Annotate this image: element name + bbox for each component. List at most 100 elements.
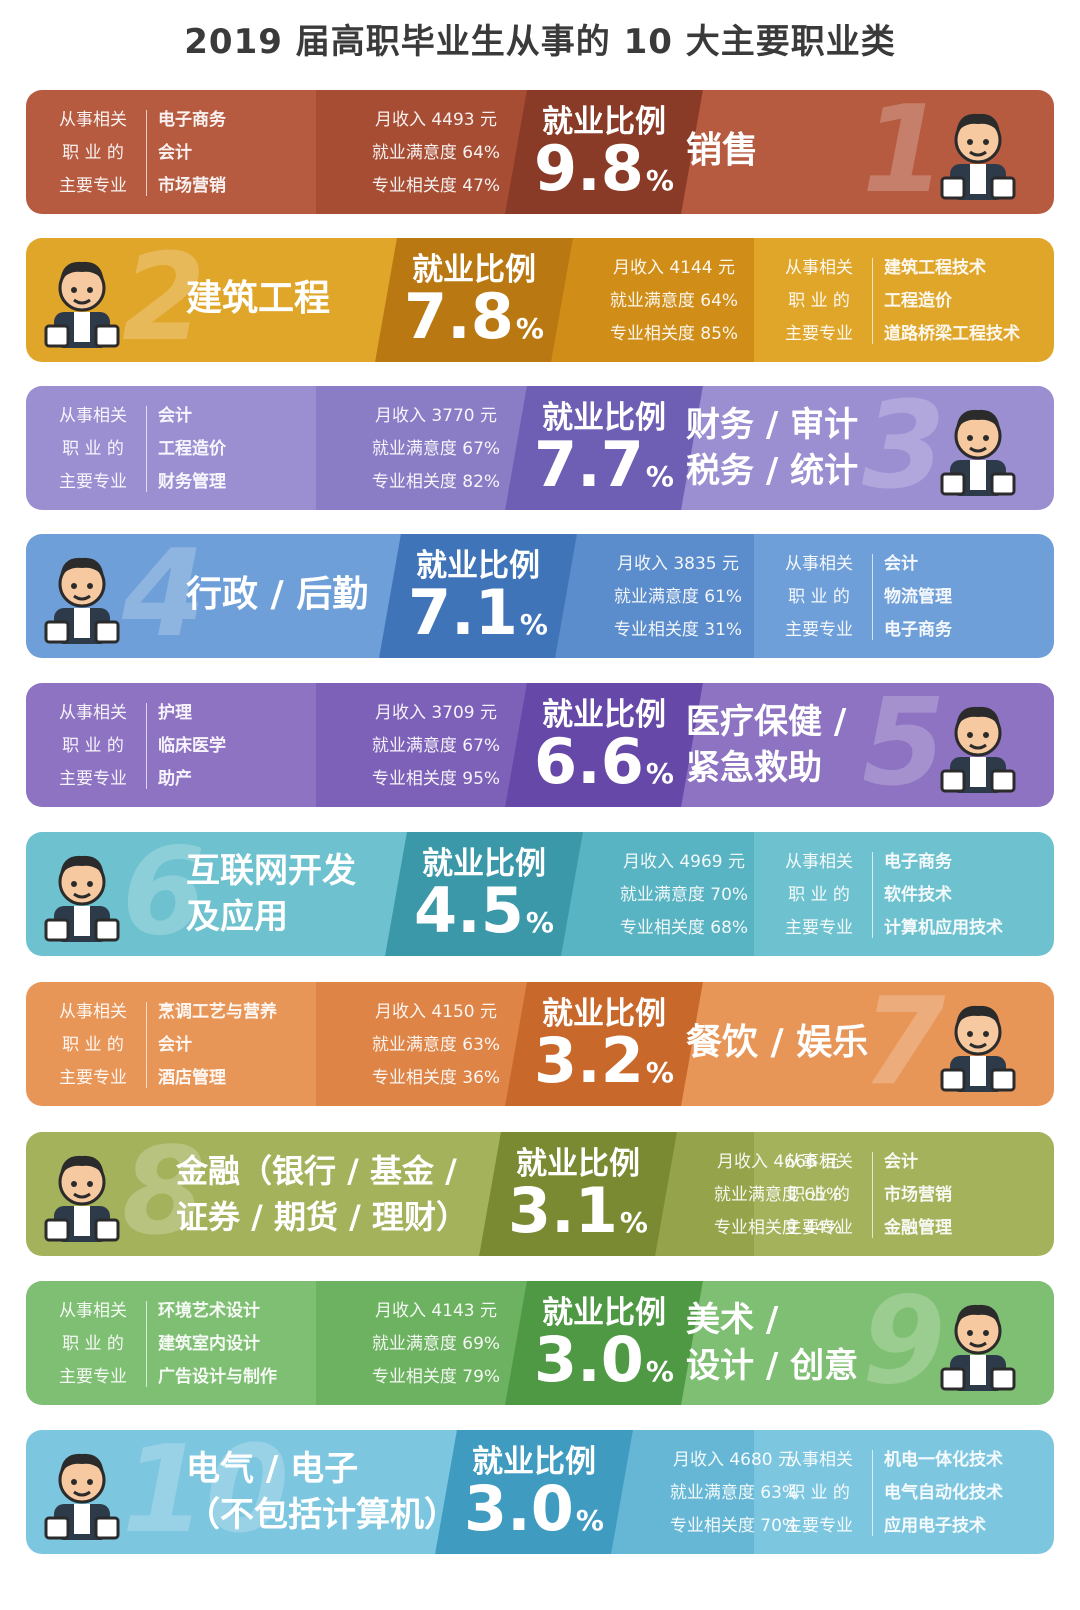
majors-divider bbox=[872, 258, 873, 344]
occupation-name-line: 财务 / 审计 bbox=[686, 405, 859, 445]
majors-caption: 从事相关职 业 的主要专业 bbox=[774, 252, 864, 351]
majors-caption-line: 主要专业 bbox=[785, 918, 853, 938]
major-item: 环境艺术设计 bbox=[158, 1301, 260, 1321]
ratio-percent-sign: % bbox=[519, 608, 548, 641]
majors-caption: 从事相关职 业 的主要专业 bbox=[48, 996, 138, 1095]
majors-caption: 从事相关职 业 的主要专业 bbox=[48, 104, 138, 203]
majors-list: 会计 工程造价 财务管理 bbox=[158, 400, 226, 499]
ratio-percent-sign: % bbox=[645, 164, 674, 197]
ratio-label: 就业比例 bbox=[416, 548, 540, 584]
majors-caption-line: 职 业 的 bbox=[62, 1334, 124, 1354]
ratio-label: 就业比例 bbox=[412, 252, 536, 288]
job-satisfaction: 就业满意度 67% bbox=[371, 736, 501, 756]
major-item: 财务管理 bbox=[158, 472, 226, 492]
majors-caption-line: 主要专业 bbox=[59, 1068, 127, 1088]
employment-stats: 月收入 4144 元就业满意度 64% 专业相关度 85% bbox=[564, 252, 784, 351]
majors-caption-line: 职 业 的 bbox=[788, 291, 850, 311]
majors-caption-line: 职 业 的 bbox=[788, 885, 850, 905]
ratio-label: 就业比例 bbox=[542, 697, 666, 733]
major-item: 计算机应用技术 bbox=[884, 918, 1003, 938]
occupation-name-line: 电气 / 电子 bbox=[186, 1449, 359, 1489]
ratio-badge: 就业比例 4.5% bbox=[384, 832, 584, 956]
ratio-number: 3.1 bbox=[508, 1174, 618, 1247]
ratio-percent-sign: % bbox=[645, 1355, 674, 1388]
occupation-name-line: 设计 / 创意 bbox=[686, 1346, 859, 1386]
monthly-income: 月收入 4150 元 bbox=[374, 1002, 498, 1022]
ratio-percent-sign: % bbox=[619, 1206, 648, 1239]
ratio-number: 9.8 bbox=[534, 132, 644, 205]
majors-caption-line: 从事相关 bbox=[59, 1301, 127, 1321]
monthly-income: 月收入 4666 元 bbox=[716, 1152, 840, 1172]
majors-caption-line: 职 业 的 bbox=[62, 1035, 124, 1055]
major-item: 会计 bbox=[884, 1152, 918, 1172]
ratio-percent-sign: % bbox=[515, 312, 544, 345]
occupation-name: 行政 / 后勤 bbox=[186, 572, 368, 618]
major-item: 护理 bbox=[158, 703, 192, 723]
occupation-name-line: 及应用 bbox=[186, 897, 288, 937]
rank-number: 5 bbox=[862, 683, 946, 807]
occupation-name: 餐饮 / 娱乐 bbox=[686, 1020, 868, 1066]
majors-caption-line: 主要专业 bbox=[59, 769, 127, 789]
job-satisfaction: 就业满意度 63% bbox=[669, 1483, 799, 1503]
monthly-income: 月收入 3770 元 bbox=[374, 406, 498, 426]
major-item: 应用电子技术 bbox=[884, 1516, 986, 1536]
ratio-value: 3.1% bbox=[478, 1176, 678, 1256]
ratio-label: 就业比例 bbox=[472, 1444, 596, 1480]
occupation-name: 美术 / 设计 / 创意 bbox=[686, 1297, 858, 1389]
person-icon bbox=[940, 1005, 1016, 1092]
majors-caption-line: 从事相关 bbox=[59, 406, 127, 426]
ratio-label: 就业比例 bbox=[422, 846, 546, 882]
majors-caption-line: 职 业 的 bbox=[788, 587, 850, 607]
majors-caption-line: 职 业 的 bbox=[788, 1185, 850, 1205]
occupation-name: 建筑工程 bbox=[186, 276, 330, 322]
majors-caption-line: 职 业 的 bbox=[62, 736, 124, 756]
job-satisfaction: 就业满意度 61% bbox=[613, 587, 743, 607]
job-satisfaction: 就业满意度 70% bbox=[619, 885, 749, 905]
ratio-value: 4.5% bbox=[384, 876, 584, 956]
major-item: 道路桥梁工程技术 bbox=[884, 324, 1020, 344]
ratio-number: 6.6 bbox=[534, 725, 644, 798]
employment-stats: 月收入 3709 元就业满意度 67% 专业相关度 95% bbox=[326, 697, 546, 796]
occupation-name-line: 证券 / 期货 / 理财） bbox=[176, 1198, 468, 1236]
ratio-badge: 就业比例 3.0% bbox=[504, 1281, 704, 1405]
monthly-income: 月收入 4144 元 bbox=[612, 258, 736, 278]
major-item: 建筑工程技术 bbox=[884, 258, 986, 278]
employment-stats: 月收入 4969 元就业满意度 70% 专业相关度 68% bbox=[574, 846, 794, 945]
majors-list: 会计 物流管理 电子商务 bbox=[884, 548, 952, 647]
occupation-name: 财务 / 审计 税务 / 统计 bbox=[686, 402, 858, 494]
ratio-value: 7.8% bbox=[374, 282, 574, 362]
ratio-label: 就业比例 bbox=[542, 104, 666, 140]
ratio-value: 6.6% bbox=[504, 727, 704, 807]
major-item: 软件技术 bbox=[884, 885, 952, 905]
majors-divider bbox=[146, 1301, 147, 1387]
ratio-label: 就业比例 bbox=[542, 400, 666, 436]
majors-divider bbox=[872, 554, 873, 640]
major-item: 物流管理 bbox=[884, 587, 952, 607]
ratio-value: 3.2% bbox=[504, 1026, 704, 1106]
majors-divider bbox=[872, 1152, 873, 1238]
major-item: 酒店管理 bbox=[158, 1068, 226, 1088]
major-item: 电子商务 bbox=[158, 110, 226, 130]
monthly-income: 月收入 4493 元 bbox=[374, 110, 498, 130]
majors-list: 建筑工程技术 工程造价 道路桥梁工程技术 bbox=[884, 252, 1020, 351]
employment-stats: 月收入 4666 元就业满意度 65% 专业相关度 44% bbox=[668, 1146, 888, 1245]
job-satisfaction: 就业满意度 69% bbox=[371, 1334, 501, 1354]
major-item: 机电一体化技术 bbox=[884, 1450, 1003, 1470]
occupation-row: 8 金融（银行 / 基金 / 证券 / 期货 / 理财） 就业比例 3.1% 月收入 46… bbox=[26, 1132, 1054, 1256]
majors-caption-line: 主要专业 bbox=[785, 1516, 853, 1536]
major-relevance: 专业相关度 95% bbox=[371, 769, 501, 789]
major-item: 会计 bbox=[158, 1035, 192, 1055]
majors-caption: 从事相关职 业 的主要专业 bbox=[774, 548, 864, 647]
ratio-number: 3.2 bbox=[534, 1024, 644, 1097]
employment-stats: 月收入 3835 元就业满意度 61% 专业相关度 31% bbox=[568, 548, 788, 647]
ratio-percent-sign: % bbox=[525, 906, 554, 939]
major-item: 助产 bbox=[158, 769, 192, 789]
majors-divider bbox=[146, 110, 147, 196]
ratio-badge: 就业比例 6.6% bbox=[504, 683, 704, 807]
person-icon bbox=[44, 1453, 120, 1540]
person-icon bbox=[940, 409, 1016, 496]
ratio-label: 就业比例 bbox=[542, 1295, 666, 1331]
ratio-percent-sign: % bbox=[645, 757, 674, 790]
occupation-row: 2 建筑工程 就业比例 7.8% 月收入 4144 元就业满意度 64% 专业相关度 85… bbox=[26, 238, 1054, 362]
major-relevance: 专业相关度 68% bbox=[619, 918, 749, 938]
